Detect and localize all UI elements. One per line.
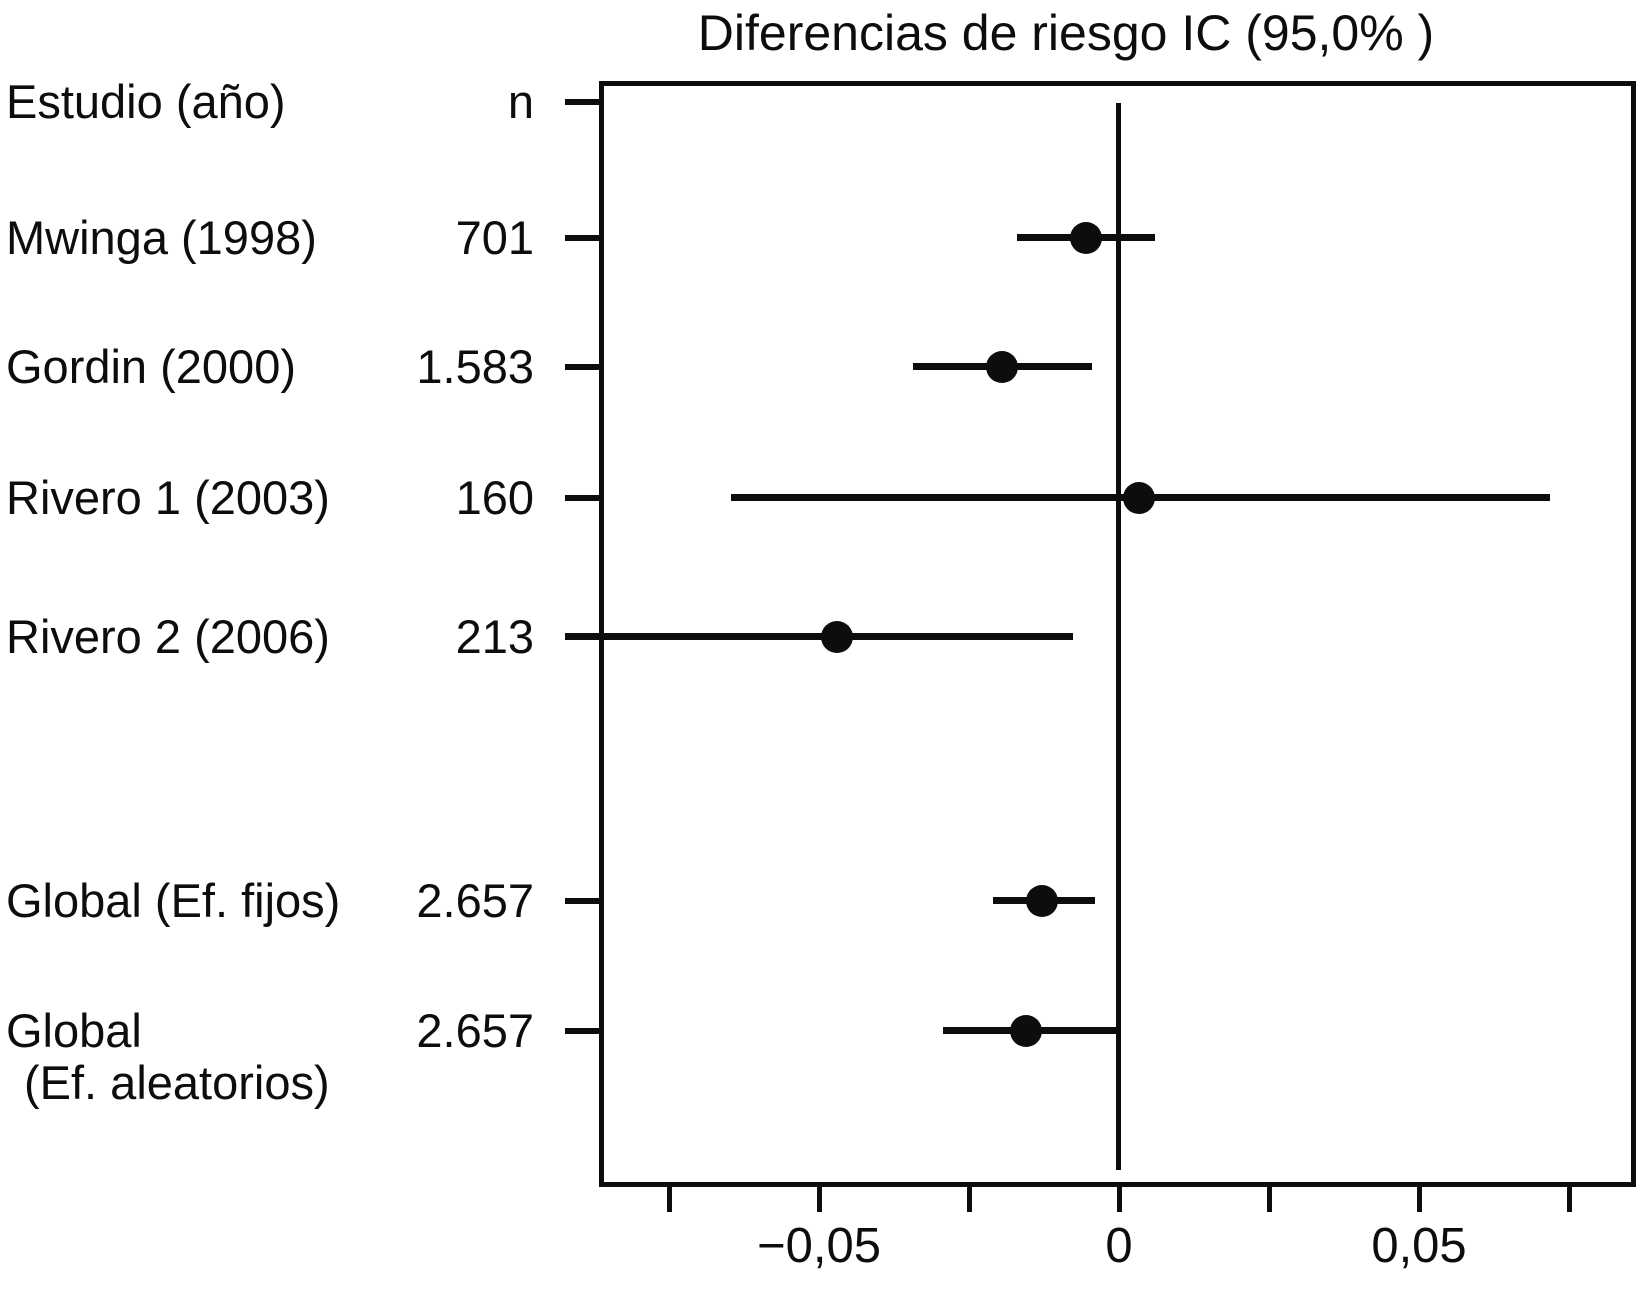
sample-size-value: 2.657 — [416, 874, 534, 927]
chart-title: Diferencias de riesgo IC (95,0% ) — [697, 5, 1435, 61]
x-axis-tick — [1117, 1187, 1122, 1212]
study-label: Rivero 2 (2006) — [6, 610, 330, 663]
header-row-dash — [565, 99, 602, 105]
study-column-header: Estudio (año) — [6, 75, 286, 128]
row-dash — [565, 495, 602, 501]
x-axis-tick — [667, 1187, 672, 1212]
sample-size-value: 213 — [455, 610, 534, 663]
study-label-line2: (Ef. aleatorios) — [24, 1056, 330, 1109]
study-label: Gordin (2000) — [6, 340, 296, 393]
x-axis-tick — [967, 1187, 972, 1212]
confidence-interval-line — [565, 633, 1073, 640]
sample-size-value: 2.657 — [416, 1004, 534, 1057]
row-dash — [565, 235, 602, 241]
point-estimate-marker — [1010, 1015, 1042, 1047]
sample-size-value: 160 — [455, 471, 534, 524]
x-axis-tick-label: 0,05 — [1371, 1219, 1467, 1273]
x-axis-tick — [817, 1187, 822, 1212]
point-estimate-marker — [1070, 222, 1102, 254]
study-label: Global — [6, 1004, 142, 1057]
x-axis-tick — [1567, 1187, 1572, 1212]
zero-reference-line — [1116, 103, 1121, 1170]
point-estimate-marker — [821, 621, 853, 653]
study-label: Global (Ef. fijos) — [6, 874, 341, 927]
study-label: Mwinga (1998) — [6, 211, 317, 264]
x-axis-tick-label: −0,05 — [757, 1219, 881, 1273]
row-dash — [565, 364, 602, 370]
point-estimate-marker — [986, 351, 1018, 383]
point-estimate-marker — [1026, 885, 1058, 917]
x-axis-tick — [1417, 1187, 1422, 1212]
x-axis-tick — [1267, 1187, 1272, 1212]
point-estimate-marker — [1123, 482, 1155, 514]
n-column-header: n — [507, 75, 534, 128]
row-dash — [565, 898, 602, 904]
study-label: Rivero 1 (2003) — [6, 471, 330, 524]
x-axis-tick-label: 0 — [1105, 1219, 1133, 1273]
row-dash — [565, 1028, 602, 1034]
sample-size-value: 701 — [455, 211, 534, 264]
sample-size-value: 1.583 — [416, 340, 534, 393]
